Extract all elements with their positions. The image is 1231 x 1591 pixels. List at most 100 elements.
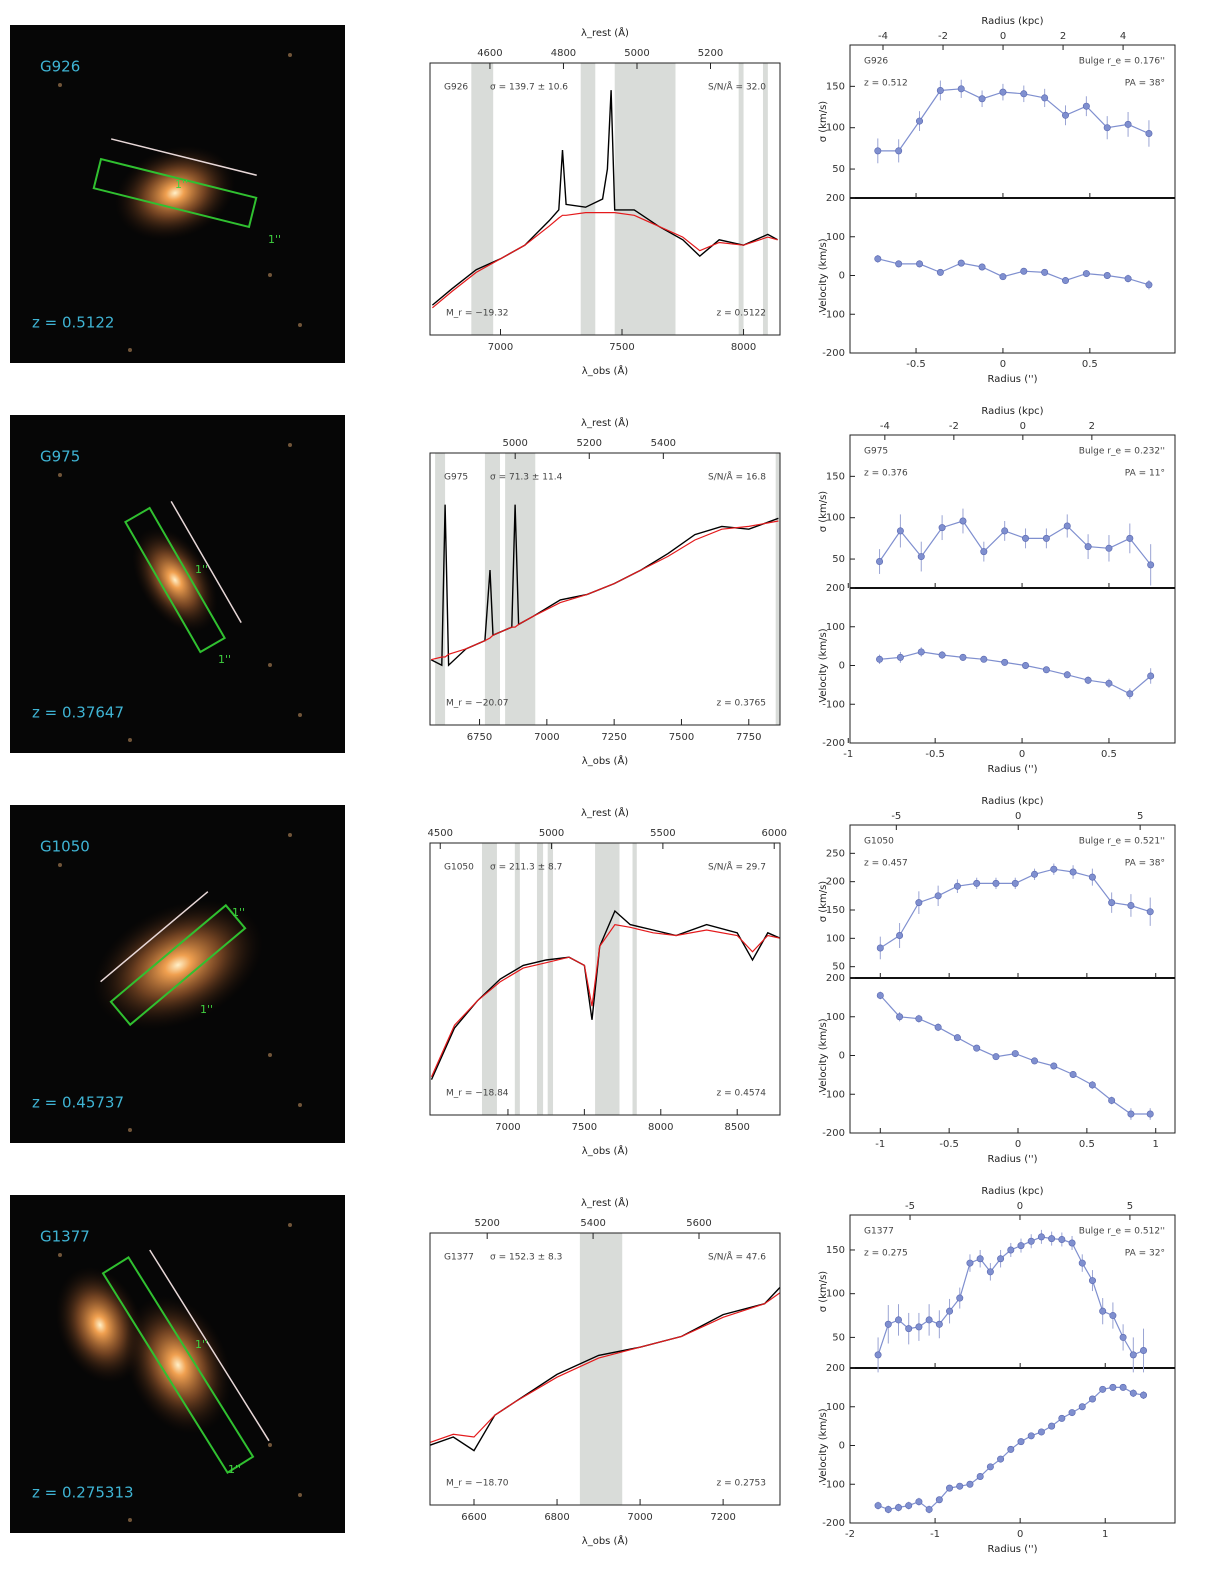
velocity-axis-title: Velocity (km/s): [818, 628, 829, 702]
top-x-tick-label: -5: [905, 1201, 915, 1212]
spectrum-mag: M_r = −18.70: [446, 1479, 509, 1489]
sigma-point: [936, 86, 944, 94]
sigma-axis-title: σ (km/s): [818, 1271, 829, 1313]
velocity-point: [884, 1505, 892, 1513]
velocity-point: [874, 255, 882, 263]
sigma-panel: [849, 824, 1176, 979]
x-tick-label: 0.5: [1101, 749, 1117, 760]
velocity-point: [1126, 690, 1134, 698]
top-x-tick-label: 4800: [551, 48, 576, 59]
redshift-label: z = 0.5122: [32, 314, 114, 332]
spectrum-z: z = 0.5122: [717, 309, 766, 319]
x-tick-label: 8500: [724, 1122, 749, 1133]
y-tick-label: 50: [832, 554, 845, 565]
x-tick-label: -0.5: [906, 359, 926, 370]
velocity-point: [980, 655, 988, 663]
kin-id: G1377: [864, 1227, 894, 1237]
sigma-point: [884, 1320, 892, 1328]
slit-label: 1'': [175, 178, 188, 191]
y-tick-label: 0: [839, 661, 845, 672]
x-tick-label: -1: [875, 1139, 885, 1150]
star: [268, 273, 272, 277]
velocity-point: [1140, 1391, 1148, 1399]
galaxy-name: G926: [40, 58, 80, 76]
sigma-point: [1109, 1312, 1117, 1320]
x-tick-label: 7750: [736, 732, 761, 743]
y-tick-label: 100: [826, 513, 845, 524]
masked-region: [775, 453, 780, 725]
top-x-tick-label: 4500: [428, 828, 453, 839]
velocity-axis-title: Velocity (km/s): [818, 238, 829, 312]
x-tick-label: 7500: [609, 342, 634, 353]
kin-z: z = 0.275: [864, 1249, 908, 1259]
spectrum-z: z = 0.2753: [717, 1479, 766, 1489]
sigma-axis-title: σ (km/s): [818, 881, 829, 923]
star: [268, 1443, 272, 1447]
top-x-tick-label: -2: [949, 421, 959, 432]
sigma-axis-title: σ (km/s): [818, 491, 829, 533]
velocity-point: [896, 1013, 904, 1021]
x-tick-label: 7500: [572, 1122, 597, 1133]
x-tick-label: 6800: [544, 1512, 569, 1523]
kin-z: z = 0.457: [864, 859, 908, 869]
x-tick-label: 7000: [495, 1122, 520, 1133]
sigma-point: [1126, 534, 1134, 542]
velocity-point: [874, 1502, 882, 1510]
spectrum-z: z = 0.4574: [717, 1089, 767, 1099]
sigma-point: [992, 879, 1000, 887]
sigma-point: [976, 1255, 984, 1263]
sigma-point: [1147, 561, 1155, 569]
sigma-point: [1042, 534, 1050, 542]
x-tick-label: 7500: [669, 732, 694, 743]
velocity-point: [896, 653, 904, 661]
masked-region: [547, 843, 554, 1115]
x-tick-label: 8000: [731, 342, 756, 353]
star: [298, 1493, 302, 1497]
sigma-point: [978, 95, 986, 103]
masked-region: [481, 843, 497, 1115]
velocity-point: [956, 1482, 964, 1490]
spectrum-snr: S/N/Å = 29.7: [708, 861, 766, 873]
y-tick-label: 150: [826, 471, 845, 482]
sigma-point: [925, 1316, 933, 1324]
kin-bulge: Bulge r_e = 0.521'': [1079, 837, 1165, 847]
sigma-point: [874, 147, 882, 155]
slit: [124, 506, 226, 654]
masked-region: [435, 453, 446, 725]
y-tick-label: -100: [822, 1089, 845, 1100]
velocity-point: [1001, 658, 1009, 666]
top-x-tick-label: 5600: [686, 1218, 711, 1229]
star: [128, 1128, 132, 1132]
velocity-point: [1108, 1096, 1116, 1104]
spectrum-sigma: σ = 211.3 ± 8.7: [490, 863, 562, 873]
masked-region: [514, 843, 520, 1115]
velocity-point: [1147, 672, 1155, 680]
x-tick-label: 1: [1153, 1139, 1159, 1150]
velocity-point: [992, 1053, 1000, 1061]
sigma-point: [953, 882, 961, 890]
spectrum-mag: M_r = −20.07: [446, 699, 509, 709]
masked-region: [762, 63, 768, 335]
star: [58, 863, 62, 867]
sigma-point: [1017, 1242, 1025, 1250]
star: [268, 1053, 272, 1057]
top-x-tick-label: 5: [1137, 811, 1143, 822]
y-tick-label: 100: [826, 123, 845, 134]
sigma-point: [999, 88, 1007, 96]
spectrum-id: G975: [444, 473, 468, 483]
velocity-point: [976, 1473, 984, 1481]
spectrum-id: G926: [444, 83, 468, 93]
spectrum-sigma: σ = 71.3 ± 11.4: [490, 473, 563, 483]
y-tick-label: 100: [826, 232, 845, 243]
x-tick-label: 0.5: [1079, 1139, 1095, 1150]
velocity-point: [1037, 1428, 1045, 1436]
star: [58, 83, 62, 87]
sigma-point: [1069, 868, 1077, 876]
model-spectrum: [432, 212, 778, 309]
velocity-axis-title: Velocity (km/s): [818, 1018, 829, 1092]
velocity-point: [1069, 1070, 1077, 1078]
kin-bulge: Bulge r_e = 0.232'': [1079, 447, 1165, 457]
velocity-panel: [849, 197, 1176, 354]
sigma-point: [1020, 90, 1028, 98]
velocity-point: [1011, 1050, 1019, 1058]
